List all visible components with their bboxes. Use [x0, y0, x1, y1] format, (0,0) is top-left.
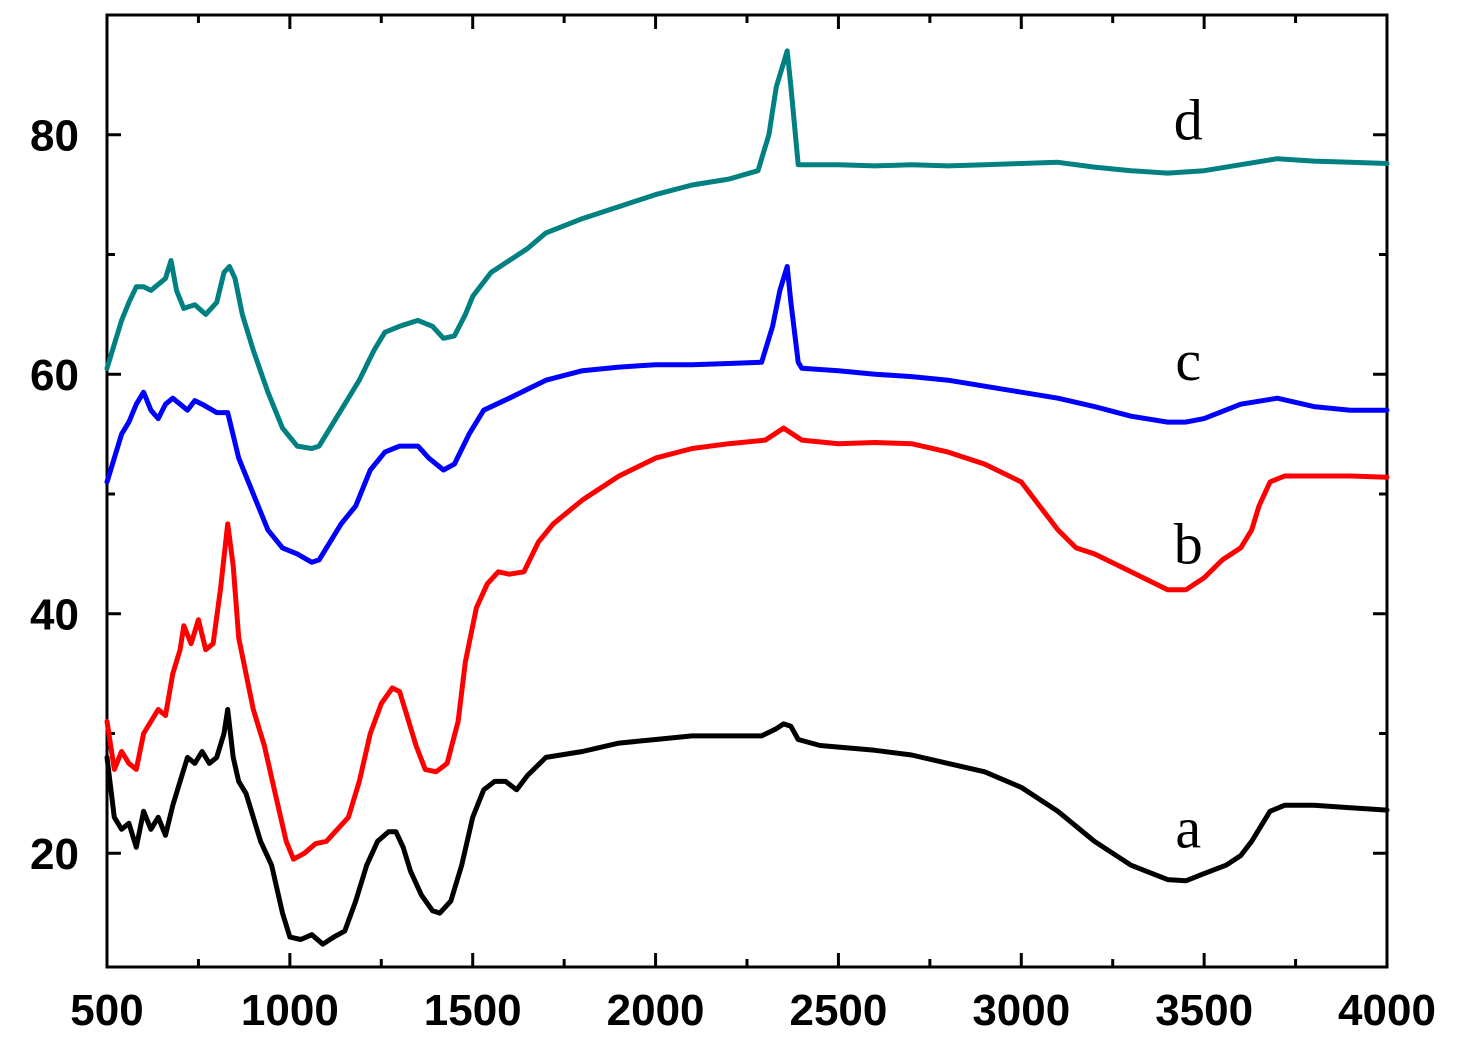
- series-label-a: a: [1175, 795, 1201, 860]
- x-tick-label: 2500: [789, 986, 887, 1035]
- y-axis: 20 40 60 80: [30, 13, 1387, 879]
- x-tick-label: 3500: [1155, 986, 1253, 1035]
- y-tick-label: 60: [30, 351, 79, 400]
- x-tick-label: 2000: [607, 986, 705, 1035]
- series-line-c: [104, 264, 1390, 565]
- series-labels: a b c d: [1174, 88, 1203, 861]
- series-lines: [104, 48, 1390, 947]
- series-line-a: [104, 707, 1390, 947]
- x-tick-label: 4000: [1338, 986, 1436, 1035]
- x-tick-label: 500: [70, 986, 143, 1035]
- series-label-c: c: [1175, 328, 1201, 393]
- x-tick-label: 1000: [241, 986, 339, 1035]
- series-label-b: b: [1174, 511, 1203, 576]
- y-tick-label: 20: [30, 830, 79, 879]
- x-axis: 500 1000 1500 2000 2500 3000 3500 4000: [70, 15, 1436, 1035]
- x-tick-label: 1500: [424, 986, 522, 1035]
- y-tick-label: 80: [30, 112, 79, 161]
- series-line-d: [104, 48, 1390, 451]
- series-line-b: [104, 425, 1390, 862]
- series-label-d: d: [1174, 88, 1203, 153]
- y-tick-label: 40: [30, 591, 79, 640]
- x-tick-label: 3000: [972, 986, 1070, 1035]
